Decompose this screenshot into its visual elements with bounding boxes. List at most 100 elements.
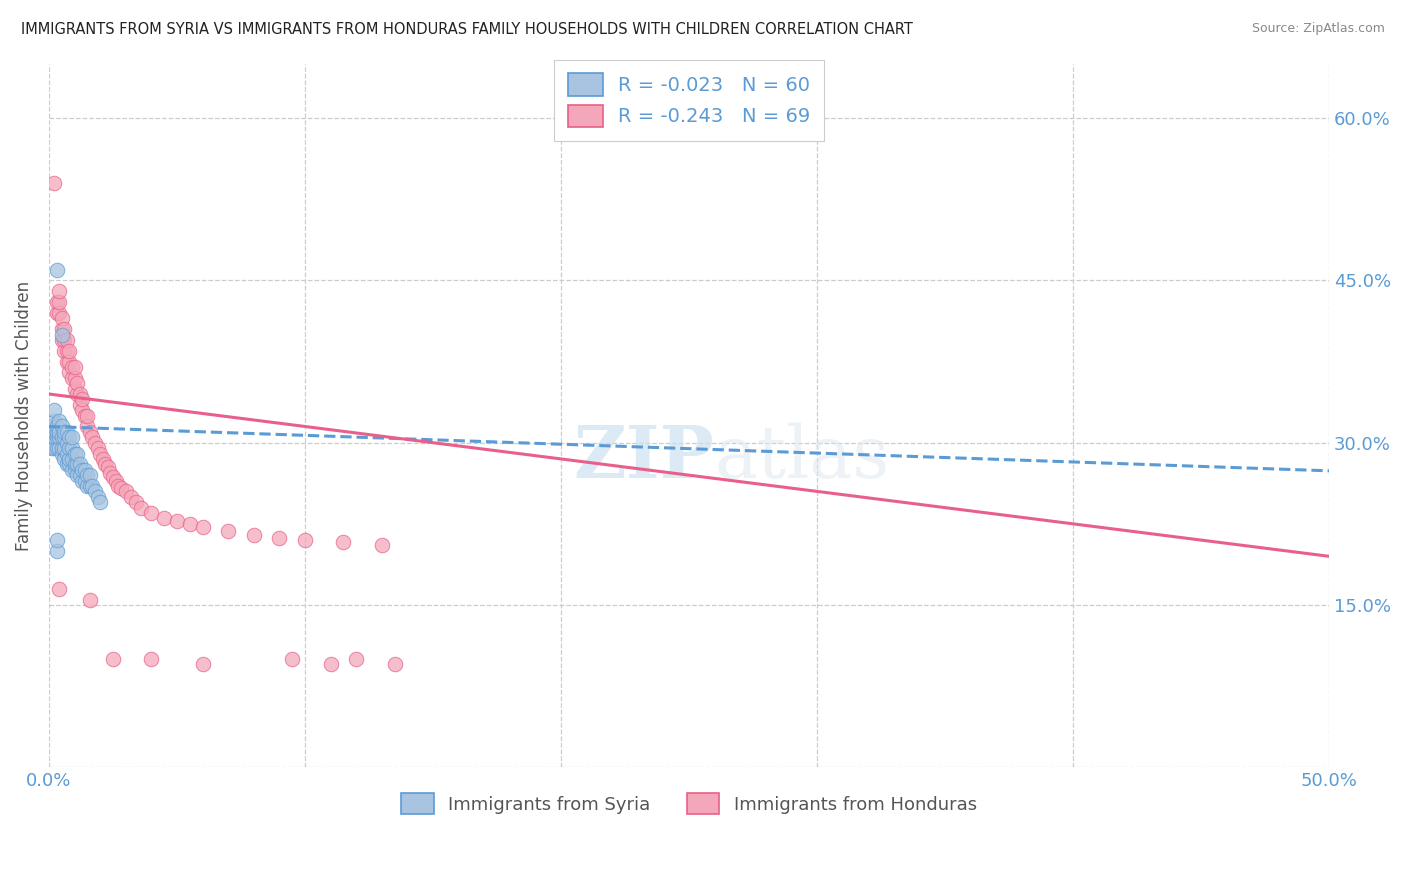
Point [82,430,104,444]
Point [58,430,80,444]
Point [100,466,122,480]
Point [41,441,63,455]
Point [60,371,83,385]
Point [371,539,394,553]
Point [58,451,80,466]
Point [72,463,94,477]
Point [82,479,104,493]
Point [72,474,94,488]
Point [58,441,80,455]
Point [56,446,79,460]
Point [60,463,83,477]
Point [42,414,65,428]
Point [120,490,142,504]
Point [141,506,163,520]
Point [58,458,80,472]
Point [45,262,67,277]
Point [56,354,79,368]
Point [51,311,73,326]
Point [42,403,65,417]
Point [41,430,63,444]
Point [56,435,79,450]
Point [281,652,304,666]
Point [153,511,176,525]
Point [86,490,108,504]
Point [79,592,101,607]
Point [63,446,86,460]
Point [56,343,79,358]
Point [101,470,124,484]
Point [51,327,73,342]
Point [69,387,91,401]
Point [48,441,70,455]
Point [58,354,80,368]
Point [53,425,76,439]
Point [76,409,98,423]
Point [110,481,132,495]
Point [45,430,67,444]
Point [104,474,127,488]
Point [58,343,80,358]
Point [53,322,76,336]
Point [76,419,98,434]
Text: atlas: atlas [714,423,890,493]
Point [60,441,83,455]
Point [319,657,342,672]
Point [48,306,70,320]
Point [86,441,108,455]
Text: Source: ZipAtlas.com: Source: ZipAtlas.com [1251,22,1385,36]
Point [66,376,89,391]
Point [56,333,79,347]
Point [73,463,96,477]
Point [101,652,124,666]
Point [45,441,67,455]
Point [72,403,94,417]
Point [51,430,73,444]
Point [179,516,201,531]
Point [79,479,101,493]
Point [166,514,188,528]
Point [45,533,67,547]
Point [66,468,89,483]
Point [42,425,65,439]
Point [63,458,86,472]
Point [66,446,89,460]
Point [69,398,91,412]
Point [48,582,70,596]
Point [114,484,136,499]
Point [53,451,76,466]
Point [332,535,354,549]
Point [384,657,406,672]
Point [84,484,107,499]
Point [63,359,86,374]
Point [129,500,152,515]
Point [48,295,70,310]
Point [56,458,79,472]
Point [53,441,76,455]
Point [45,295,67,310]
Point [48,430,70,444]
Point [125,495,148,509]
Point [60,430,83,444]
Text: ZIP: ZIP [574,422,714,493]
Y-axis label: Family Households with Children: Family Households with Children [15,281,32,550]
Point [51,441,73,455]
Point [63,463,86,477]
Point [51,419,73,434]
Point [56,425,79,439]
Point [191,520,214,534]
Point [89,446,111,460]
Point [48,425,70,439]
Point [42,176,65,190]
Point [76,479,98,493]
Point [69,468,91,483]
Point [58,365,80,379]
Point [45,425,67,439]
Point [91,451,114,466]
Point [94,458,117,472]
Point [45,419,67,434]
Point [73,409,96,423]
Text: IMMIGRANTS FROM SYRIA VS IMMIGRANTS FROM HONDURAS FAMILY HOUSEHOLDS WITH CHILDRE: IMMIGRANTS FROM SYRIA VS IMMIGRANTS FROM… [21,22,912,37]
Point [45,544,67,558]
Point [60,451,83,466]
